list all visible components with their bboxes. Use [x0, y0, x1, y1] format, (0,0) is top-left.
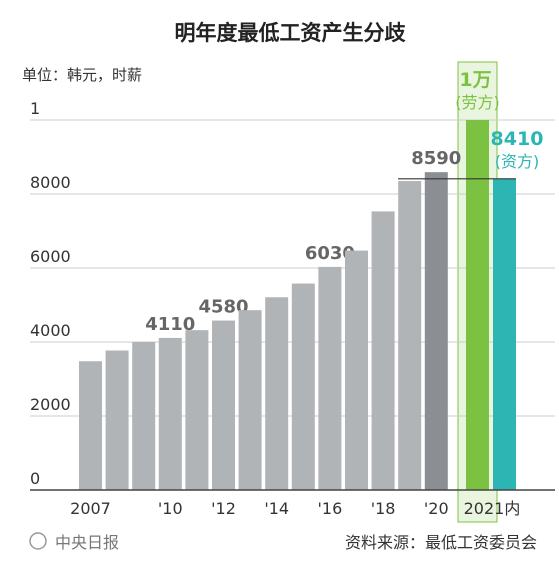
bar [318, 266, 342, 490]
x-tick-label: '18 [371, 499, 396, 518]
x-tick-label: 2007 [70, 499, 111, 518]
x-tick-label: '10 [158, 499, 183, 518]
y-tick-label: 2000 [30, 395, 71, 414]
source: 资料来源：最低工资委员会 [345, 533, 537, 552]
x-tick-label: '12 [211, 499, 236, 518]
bar [493, 178, 516, 490]
bar [158, 337, 182, 490]
data-label: 8590 [411, 148, 461, 169]
x-tick-label: '16 [318, 499, 343, 518]
bar [424, 172, 448, 491]
bar [132, 342, 156, 490]
data-label: 6030 [305, 243, 355, 264]
data-label: 4110 [145, 314, 195, 335]
unit-label: 单位：韩元，时薪 [22, 66, 142, 84]
bar [466, 120, 489, 490]
brand-icon [29, 532, 47, 550]
x-tick-label: '14 [264, 499, 289, 518]
y-tick-label: 6000 [30, 247, 71, 266]
bar [398, 181, 422, 491]
x-tick-label: '20 [424, 499, 449, 518]
bar [345, 250, 368, 490]
proposal-name: (资方) [495, 152, 540, 171]
bar [265, 297, 289, 490]
y-tick-label: 0 [30, 469, 40, 488]
proposal-value: 8410 [491, 128, 544, 150]
bar [105, 350, 129, 490]
bar [238, 310, 262, 490]
y-tick-label: 1 [30, 99, 40, 118]
chart-title: 明年度最低工资产生分歧 [175, 21, 407, 45]
y-tick-label: 4000 [30, 321, 71, 340]
bar [291, 283, 315, 490]
source-brand: 中央日报 [55, 533, 119, 552]
y-tick-label: 8000 [30, 173, 71, 192]
bar [185, 330, 209, 490]
bar [79, 361, 102, 490]
proposal-label: 1万 [459, 69, 491, 91]
bar [212, 320, 235, 490]
proposal-name: (劳方) [455, 93, 500, 112]
x-tick-label: 2021内 [464, 499, 521, 518]
data-label: 4580 [198, 297, 248, 318]
bar [371, 211, 395, 490]
